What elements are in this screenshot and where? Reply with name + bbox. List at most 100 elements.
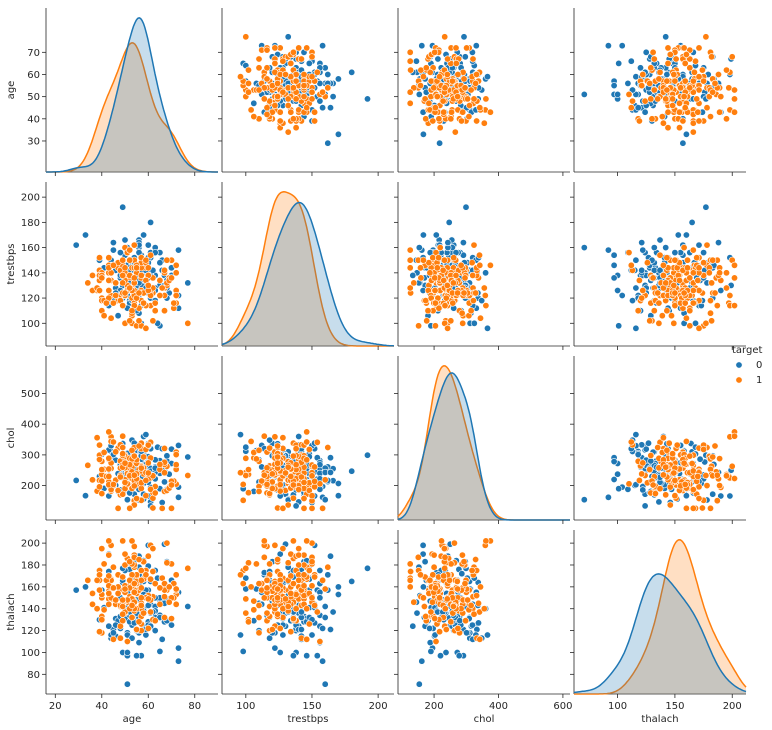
- scatter-point: [319, 104, 327, 112]
- scatter-point: [105, 572, 113, 580]
- scatter-point: [158, 635, 166, 643]
- scatter-point: [716, 455, 724, 463]
- scatter-point: [311, 463, 319, 471]
- scatter-point: [271, 644, 279, 652]
- scatter-point: [689, 504, 697, 512]
- scatter-point: [295, 561, 303, 569]
- scatter-point: [313, 68, 321, 76]
- panel-thalach-vs-chol: 200 400 600 chol: [394, 530, 572, 725]
- scatter-point: [289, 84, 297, 92]
- scatter-point: [289, 481, 297, 489]
- scatter-point: [722, 472, 730, 480]
- scatter-point: [128, 537, 136, 545]
- scatter-point: [415, 322, 423, 330]
- scatter-point: [137, 584, 145, 592]
- scatter-point: [440, 545, 448, 553]
- scatter-point: [424, 307, 432, 315]
- scatter-point: [287, 589, 295, 597]
- y-tick-label: 120: [21, 626, 40, 637]
- scatter-point: [659, 271, 667, 279]
- scatter-point: [694, 472, 702, 480]
- scatter-point: [430, 84, 438, 92]
- scatter-point: [112, 291, 120, 299]
- scatter-point: [441, 302, 449, 310]
- scatter-point: [121, 585, 129, 593]
- scatter-point: [149, 545, 157, 553]
- scatter-point: [128, 613, 136, 621]
- scatter-point: [406, 57, 414, 65]
- scatter-point: [711, 79, 719, 87]
- scatter-point: [681, 104, 689, 112]
- scatter-point: [363, 451, 371, 459]
- scatter-point: [102, 299, 110, 307]
- y-axis-label-chol: chol: [6, 428, 17, 449]
- scatter-point: [292, 502, 300, 510]
- scatter-point: [126, 256, 134, 264]
- scatter-point: [175, 644, 183, 652]
- scatter-point: [686, 84, 694, 92]
- scatter-point: [305, 566, 313, 574]
- scatter-point: [168, 481, 176, 489]
- scatter-point: [165, 598, 173, 606]
- panel-thalach-vs-age: 80 100 120 140 160 180 200 thalach 20 40 60 80 age: [6, 530, 218, 725]
- scatter-point: [449, 602, 457, 610]
- scatter-point: [237, 431, 245, 439]
- scatter-point: [618, 42, 626, 50]
- scatter-point: [730, 86, 738, 94]
- scatter-point: [695, 117, 703, 125]
- x-tick-label: 400: [489, 701, 508, 712]
- scatter-point: [147, 218, 155, 226]
- legend-title: target: [732, 345, 762, 356]
- scatter-point: [311, 117, 319, 125]
- scatter-point: [464, 95, 472, 103]
- scatter-point: [105, 428, 113, 436]
- scatter-point: [245, 88, 253, 96]
- scatter-point: [706, 113, 714, 121]
- panel-chol-vs-chol: [394, 356, 570, 524]
- scatter-point: [284, 602, 292, 610]
- scatter-point: [728, 53, 736, 61]
- scatter-point: [474, 619, 482, 627]
- scatter-point: [263, 609, 271, 617]
- scatter-point: [656, 236, 664, 244]
- scatter-point: [363, 564, 371, 572]
- scatter-point: [158, 504, 166, 512]
- scatter-point: [161, 469, 169, 477]
- scatter-point: [242, 609, 250, 617]
- scatter-point: [242, 454, 250, 462]
- scatter-point: [105, 465, 113, 473]
- scatter-point: [250, 113, 258, 121]
- scatter-point: [184, 319, 192, 327]
- scatter-point: [303, 605, 311, 613]
- x-tick-label: 40: [95, 701, 108, 712]
- scatter-point: [722, 284, 730, 292]
- scatter-point: [109, 239, 117, 247]
- scatter-point: [463, 44, 471, 52]
- x-tick-label: 200: [369, 701, 388, 712]
- scatter-point: [112, 596, 120, 604]
- scatter-point: [121, 478, 129, 486]
- y-tick-label: 180: [21, 218, 40, 229]
- scatter-point: [651, 490, 659, 498]
- scatter-point: [680, 44, 688, 52]
- scatter-point: [172, 451, 180, 459]
- scatter-point: [334, 75, 342, 83]
- scatter-point: [105, 589, 113, 597]
- scatter-point: [417, 274, 425, 282]
- scatter-point: [452, 271, 460, 279]
- scatter-point: [128, 307, 136, 315]
- scatter-point: [468, 259, 476, 267]
- scatter-point: [163, 452, 171, 460]
- scatter-point: [316, 97, 324, 105]
- scatter-point: [135, 618, 143, 626]
- scatter-point: [415, 90, 423, 98]
- scatter-point: [334, 492, 342, 500]
- scatter-point: [419, 73, 427, 81]
- scatter-point: [681, 59, 689, 67]
- scatter-point: [266, 444, 274, 452]
- scatter-point: [96, 483, 104, 491]
- scatter-point: [156, 600, 164, 608]
- scatter-point: [109, 635, 117, 643]
- scatter-point: [436, 244, 444, 252]
- scatter-point: [96, 441, 104, 449]
